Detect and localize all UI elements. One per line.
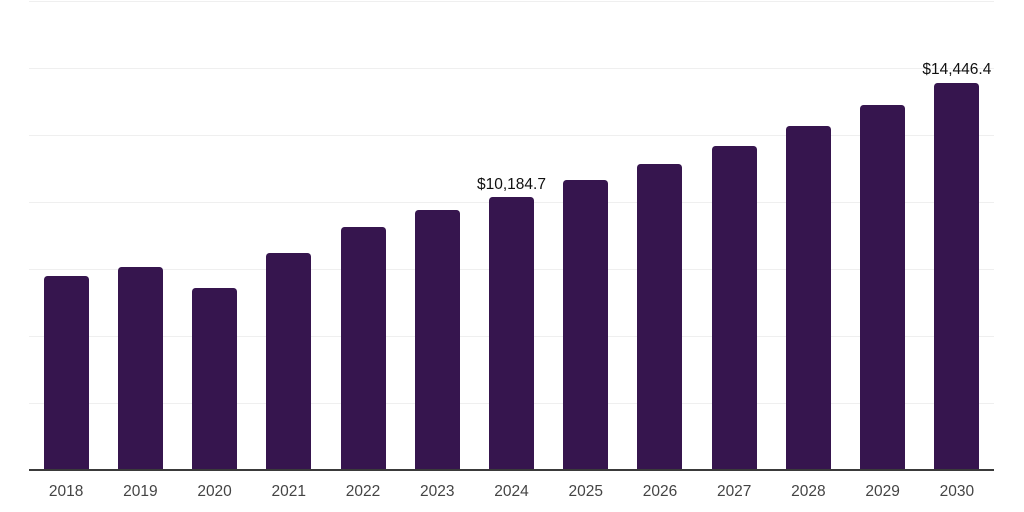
data-label-2024: $10,184.7 [477,175,546,193]
bar-2024 [489,197,534,470]
x-axis-label-2026: 2026 [642,483,678,500]
plot-area: $10,184.7 $14,446.4 [29,1,994,471]
bar-2027 [711,146,757,470]
bar-2020 [192,287,238,470]
bar-2019 [117,266,163,470]
bar-2023 [414,210,460,470]
bar-2018 [43,275,89,470]
bar-2029 [860,104,906,470]
bar-2030 [934,82,980,470]
x-axis-label-2029: 2029 [865,483,900,500]
x-axis-label-2027: 2027 [716,483,752,500]
x-axis-label-2028: 2028 [791,483,826,500]
bar-2028 [785,126,831,470]
bar-2025 [563,180,609,470]
gridline-17500 [29,1,994,2]
x-axis-label-2019: 2019 [123,483,158,500]
x-axis-label-2024: 2024 [494,483,529,500]
data-label-2030: $14,446.4 [922,61,992,79]
gridline-15000 [29,68,994,69]
x-axis-line [29,469,994,471]
x-axis-label-2018: 2018 [48,483,84,500]
x-axis-label-2023: 2023 [420,483,455,500]
x-axis-label-2021: 2021 [271,483,307,500]
x-axis-label-2025: 2025 [568,483,603,500]
bar-2026 [637,163,683,470]
x-axis-label-2020: 2020 [197,483,232,500]
gridline-12500 [29,135,994,136]
bar-2022 [340,227,386,470]
bar-2021 [266,252,312,470]
x-axis-label-2022: 2022 [345,483,381,500]
x-axis-label-2030: 2030 [939,483,975,500]
